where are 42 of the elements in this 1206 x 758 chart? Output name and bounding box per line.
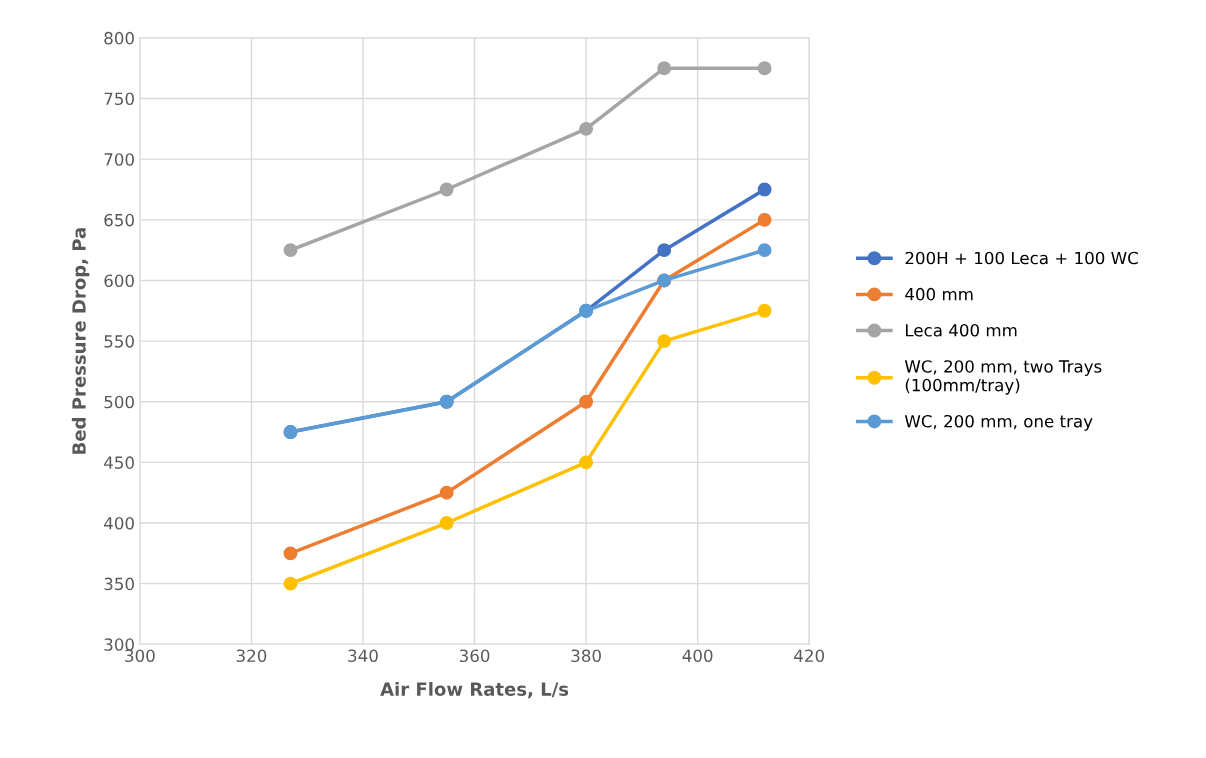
- point: [657, 334, 672, 349]
- point: [439, 182, 454, 197]
- point: [757, 61, 772, 76]
- legend-label: 400 mm: [905, 287, 973, 301]
- x-tick-label: 420: [794, 649, 825, 663]
- point: [283, 243, 298, 258]
- y-tick-label: 350: [104, 577, 134, 591]
- x-tick-label: 400: [682, 649, 713, 663]
- point: [757, 182, 772, 197]
- point: [757, 303, 772, 318]
- point: [579, 394, 594, 409]
- point: [757, 243, 772, 258]
- legend-label: WC, 200 mm, two Trays (100mm/tray): [904, 360, 1102, 395]
- point: [579, 455, 594, 470]
- y-tick-label: 650: [104, 213, 134, 227]
- x-tick-label: 360: [459, 649, 490, 663]
- y-tick-label: 400: [104, 516, 134, 530]
- y-axis-title: Bed Pressure Drop, Pa: [71, 228, 90, 454]
- point: [657, 61, 672, 76]
- point: [283, 546, 298, 561]
- x-axis-title: Air Flow Rates, L/s: [380, 681, 569, 699]
- y-tick-label: 700: [104, 153, 134, 166]
- x-tick-label: 340: [348, 649, 378, 663]
- point: [439, 516, 454, 530]
- y-tick-label: 300: [104, 638, 134, 651]
- point: [283, 576, 298, 591]
- point: [439, 485, 454, 500]
- y-tick-label: 800: [104, 31, 134, 45]
- x-tick-label: 320: [236, 649, 267, 663]
- y-tick-label: 600: [104, 274, 134, 288]
- y-tick-label: 550: [104, 335, 134, 348]
- x-tick-label: 300: [125, 649, 155, 663]
- legend-label: 200H + 100 Leca + 100 WC: [905, 251, 1138, 265]
- legend-label: Leca 400 mm: [905, 324, 1017, 337]
- point: [579, 121, 594, 136]
- y-tick-label: 750: [104, 92, 134, 106]
- point: [657, 243, 672, 258]
- y-tick-label: 450: [104, 456, 134, 469]
- x-tick-label: 380: [571, 649, 601, 663]
- y-tick-label: 500: [104, 395, 134, 409]
- legend-label: WC, 200 mm, one tray: [904, 414, 1093, 431]
- point: [757, 212, 772, 227]
